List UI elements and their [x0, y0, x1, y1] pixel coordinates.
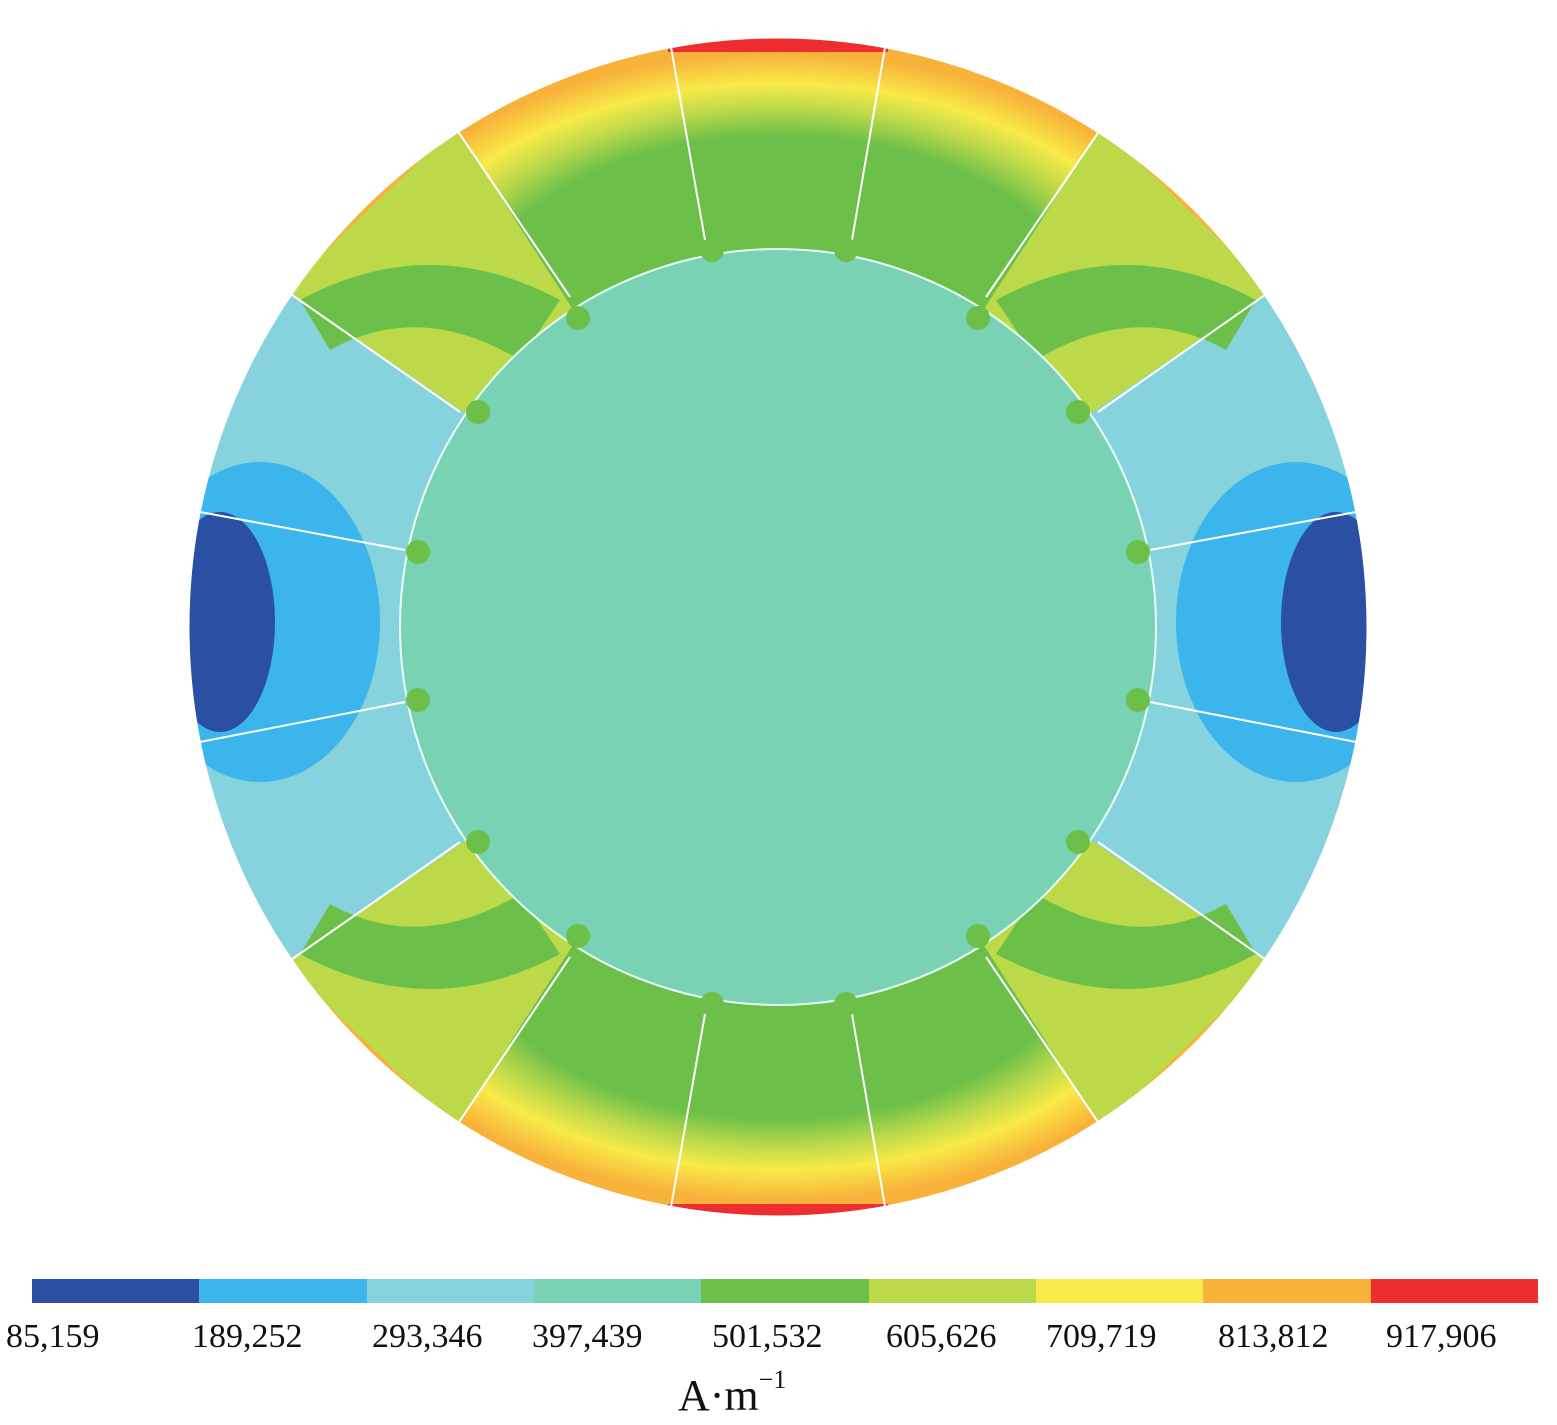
scale-tick-label: 501,532: [712, 1318, 823, 1355]
scale-tick-label: 605,626: [886, 1318, 997, 1355]
unit-exponent: −1: [758, 1365, 787, 1395]
color-scale-segment-5: [701, 1279, 869, 1303]
color-scale-segment-1: [32, 1279, 200, 1303]
scale-tick-label: 709,719: [1046, 1318, 1157, 1355]
color-scale-segment-9: [1370, 1279, 1538, 1303]
rotor-core: [399, 248, 1157, 1006]
pole-boundaries: [199, 29, 1357, 1225]
color-scale-segment-4: [533, 1279, 702, 1303]
color-scale-segment-7: [1035, 1279, 1204, 1303]
color-scale-segment-8: [1203, 1279, 1371, 1303]
color-scale-segment-6: [868, 1279, 1036, 1303]
rotor-notches: [406, 238, 1150, 1016]
scale-tick-label: 397,439: [532, 1318, 643, 1355]
scale-tick-label: 917,906: [1386, 1318, 1497, 1355]
scale-tick-label: 189,252: [192, 1318, 303, 1355]
scale-tick-label: 813,812: [1218, 1318, 1329, 1355]
color-scale-segment-2: [199, 1279, 367, 1303]
color-scale-segment-3: [366, 1279, 534, 1303]
color-scale-bar: [32, 1279, 1538, 1303]
unit-label: A·m−1: [678, 1365, 786, 1421]
unit-base: A·m: [678, 1371, 759, 1420]
scale-tick-label: 85,159: [6, 1318, 100, 1355]
scale-tick-label: 293,346: [372, 1318, 483, 1355]
